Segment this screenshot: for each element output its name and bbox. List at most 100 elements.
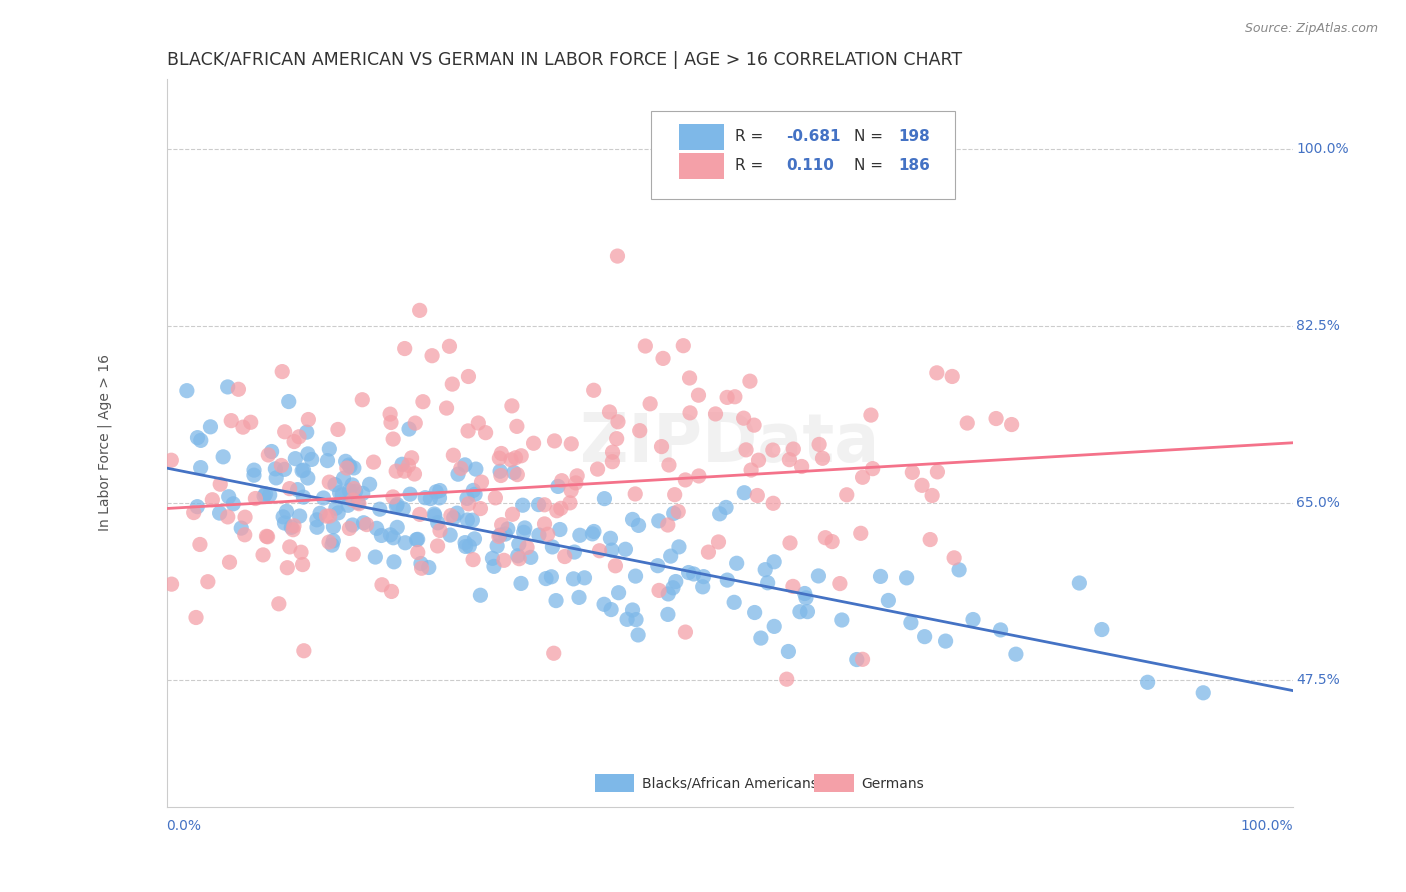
Blacks/African Americans	[309, 506, 332, 520]
Blacks/African Americans	[1192, 686, 1215, 700]
Germans	[371, 578, 394, 592]
Blacks/African Americans	[520, 550, 543, 565]
Blacks/African Americans	[463, 483, 485, 498]
Germans	[342, 493, 364, 508]
FancyBboxPatch shape	[595, 774, 634, 792]
Blacks/African Americans	[454, 540, 477, 554]
Blacks/African Americans	[481, 551, 503, 566]
Blacks/African Americans	[756, 575, 779, 590]
Blacks/African Americans	[259, 488, 281, 502]
Blacks/African Americans	[489, 464, 512, 478]
Blacks/African Americans	[692, 569, 714, 583]
Germans	[228, 382, 250, 396]
Blacks/African Americans	[962, 613, 984, 627]
Germans	[828, 576, 851, 591]
Text: In Labor Force | Age > 16: In Labor Force | Age > 16	[97, 354, 112, 532]
Blacks/African Americans	[544, 593, 567, 607]
Blacks/African Americans	[624, 613, 647, 627]
Blacks/African Americans	[291, 464, 314, 478]
Blacks/African Americans	[733, 485, 755, 500]
Germans	[602, 455, 624, 469]
Germans	[218, 555, 240, 569]
Germans	[356, 517, 378, 532]
Blacks/African Americans	[489, 528, 512, 542]
Germans	[470, 475, 492, 489]
Blacks/African Americans	[582, 524, 605, 539]
Germans	[491, 446, 513, 460]
Blacks/African Americans	[312, 491, 335, 505]
Blacks/African Americans	[305, 520, 328, 534]
Blacks/African Americans	[332, 471, 354, 485]
Germans	[201, 492, 224, 507]
Blacks/African Americans	[200, 420, 222, 434]
Text: 0.110: 0.110	[786, 159, 834, 173]
Germans	[217, 509, 239, 524]
Germans	[675, 625, 697, 640]
Germans	[382, 432, 405, 446]
Germans	[396, 458, 419, 473]
Germans	[318, 535, 340, 549]
Germans	[941, 369, 963, 384]
Blacks/African Americans	[647, 558, 669, 573]
Germans	[267, 597, 290, 611]
Germans	[927, 465, 949, 479]
Blacks/African Americans	[359, 477, 381, 491]
Blacks/African Americans	[716, 573, 738, 587]
Blacks/African Americans	[662, 507, 685, 521]
Germans	[219, 414, 242, 428]
Germans	[551, 474, 574, 488]
Germans	[679, 406, 702, 420]
Germans	[543, 434, 565, 448]
Germans	[404, 467, 426, 481]
Blacks/African Americans	[896, 571, 918, 585]
Blacks/African Americans	[1091, 623, 1114, 637]
Blacks/African Americans	[948, 563, 970, 577]
Germans	[628, 424, 651, 438]
Blacks/African Americans	[831, 613, 853, 627]
Blacks/African Americans	[260, 444, 283, 458]
Blacks/African Americans	[464, 462, 486, 476]
Germans	[276, 560, 298, 574]
Germans	[506, 419, 529, 434]
Germans	[412, 394, 434, 409]
Germans	[233, 528, 256, 542]
Germans	[648, 583, 671, 598]
Germans	[859, 408, 882, 422]
Blacks/African Americans	[668, 540, 690, 554]
Blacks/African Americans	[391, 458, 413, 472]
Germans	[352, 392, 374, 407]
Germans	[984, 411, 1007, 425]
Germans	[565, 475, 588, 490]
Germans	[183, 506, 205, 520]
Blacks/African Americans	[392, 501, 415, 516]
Blacks/African Americans	[329, 485, 352, 500]
Germans	[510, 449, 533, 463]
Blacks/African Americans	[527, 498, 550, 512]
Blacks/African Americans	[276, 504, 298, 518]
Blacks/African Americans	[454, 458, 477, 472]
Germans	[315, 509, 337, 524]
Germans	[380, 416, 402, 430]
Blacks/African Americans	[316, 453, 339, 467]
Blacks/African Americans	[447, 467, 470, 482]
Blacks/African Americans	[678, 566, 700, 580]
Blacks/African Americans	[222, 497, 245, 511]
Germans	[733, 411, 755, 425]
Germans	[281, 523, 304, 537]
FancyBboxPatch shape	[679, 153, 724, 179]
Blacks/African Americans	[292, 490, 315, 504]
Text: 186: 186	[898, 159, 931, 173]
Blacks/African Americans	[692, 580, 714, 594]
Blacks/African Americans	[385, 498, 408, 512]
Germans	[666, 504, 689, 518]
Germans	[257, 448, 280, 462]
Blacks/African Americans	[264, 462, 287, 476]
Germans	[256, 529, 278, 543]
Blacks/African Americans	[190, 434, 212, 448]
Germans	[457, 369, 479, 384]
Germans	[408, 303, 430, 318]
Blacks/African Americans	[399, 487, 422, 501]
Blacks/African Americans	[443, 511, 465, 525]
Germans	[790, 459, 813, 474]
Germans	[558, 496, 581, 510]
